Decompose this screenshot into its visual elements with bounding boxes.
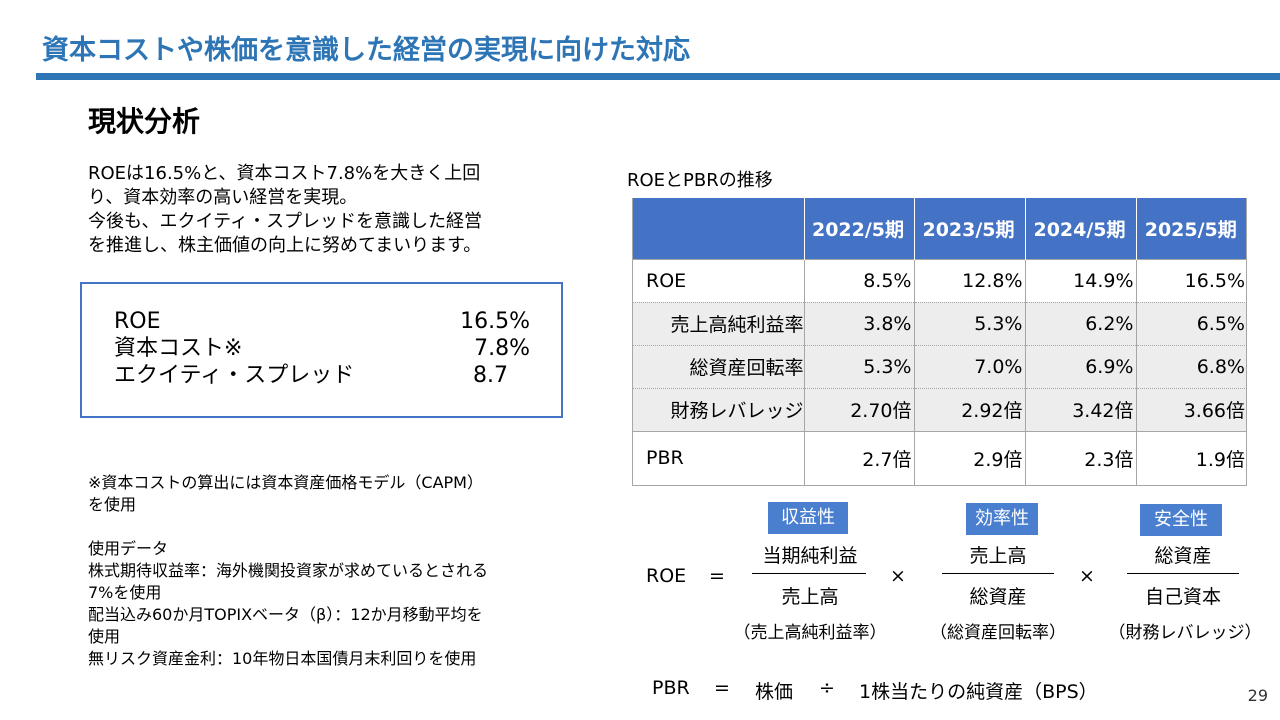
formula-pbr-label: PBR [652,677,690,699]
table-cell: 14.9% [1024,258,1136,302]
numerator: 当期純利益 [762,545,858,567]
note-line: 株式期待収益率：海外機関投資家が求めているとされる [88,561,489,580]
table-row-net-margin: 売上高純利益率 3.8% 5.3% 6.2% 6.5% [632,301,1247,345]
table-cell: 2.70倍 [803,387,914,431]
table-cell: 5.3% [913,301,1025,345]
roe-pbr-table: 2022/5期 2023/5期 2024/5期 2025/5期 ROE 8.5%… [632,198,1247,486]
row-label: PBR [632,430,804,486]
metric-label: 資本コスト※ [114,336,243,361]
profitability-tag: 収益性 [768,502,848,534]
term-name: （売上高純利益率） [733,623,887,643]
efficiency-tag: 効率性 [966,503,1038,535]
page-number: 29 [1247,686,1268,705]
note-line: 7%を使用 [88,583,162,602]
divide-sign: ÷ [819,677,835,699]
title-divider [36,73,1280,80]
table-caption: ROEとPBRの推移 [627,170,773,191]
row-label: ROE [632,258,804,302]
table-cell: 5.3% [803,344,914,388]
equals-sign: = [709,565,725,587]
intro-line: ROEは16.5%と、資本コスト7.8%を大きく上回 [88,163,481,184]
stock-price-term: 株価 [755,681,794,703]
equals-sign: = [714,677,730,699]
table-cell: 3.42倍 [1024,387,1136,431]
row-label: 総資産回転率 [632,344,804,388]
times-sign: × [1079,565,1095,587]
row-label: 売上高純利益率 [632,301,804,345]
table-cell: 12.8% [913,258,1025,302]
note-line: 使用 [88,627,121,646]
metric-summary-box: ROE 16.5% 資本コスト※ 7.8% エクイティ・スプレッド 8.7 [80,282,563,418]
note-line: を使用 [88,495,137,514]
table-cell: 6.9% [1024,344,1136,388]
fraction-bar [1127,573,1239,574]
table-cell: 3.66倍 [1135,387,1247,431]
table-cell: 16.5% [1135,258,1247,302]
table-cell: 1.9倍 [1135,430,1247,486]
table-cell: 8.5% [803,258,914,302]
metric-value: 8.7 [473,363,508,388]
footnotes: ※資本コストの算出には資本資産価格モデル（CAPM） を使用 使用データ 株式期… [88,472,568,670]
intro-line: を推進し、株主価値の向上に努めてまいります。 [88,235,482,256]
column-header: 2023/5期 [913,198,1025,259]
metric-label: エクイティ・スプレッド [114,363,355,388]
intro-line: 今後も、エクイティ・スプレッドを意識した経営 [88,211,483,232]
section-heading: 現状分析 [88,105,201,138]
note-line: 使用データ [88,539,169,558]
table-cell: 2.3倍 [1024,430,1136,486]
term-name: （財務レバレッジ） [1108,623,1262,643]
column-header: 2022/5期 [803,198,914,259]
table-cell: 2.7倍 [803,430,914,486]
safety-tag: 安全性 [1140,504,1222,536]
note-line: 無リスク資産金利：10年物日本国債月末利回りを使用 [88,649,477,668]
denominator: 自己資本 [1144,586,1221,608]
slide-title: 資本コストや株価を意識した経営の実現に向けた対応 [42,35,690,66]
table-cell: 6.2% [1024,301,1136,345]
row-label: 財務レバレッジ [632,387,804,431]
table-cell: 2.92倍 [913,387,1025,431]
term-name: （総資産回転率） [930,623,1066,643]
intro-line: り、資本効率の高い経営を実現。 [88,187,358,208]
numerator: 売上高 [969,545,1027,567]
table-cell: 3.8% [803,301,914,345]
table-header-row: 2022/5期 2023/5期 2024/5期 2025/5期 [632,198,1247,259]
table-row-roe: ROE 8.5% 12.8% 14.9% 16.5% [632,258,1247,302]
bps-term: 1株当たりの純資産（BPS） [859,681,1098,703]
formula-roe-label: ROE [646,565,687,587]
metric-value: 7.8% [474,336,530,361]
metric-label: ROE [114,309,161,334]
table-row-financial-leverage: 財務レバレッジ 2.70倍 2.92倍 3.42倍 3.66倍 [632,387,1247,431]
table-cell: 2.9倍 [913,430,1025,486]
table-corner-cell [632,198,804,259]
table-cell: 7.0% [913,344,1025,388]
note-line: ※資本コストの算出には資本資産価格モデル（CAPM） [88,473,483,492]
fraction-bar [942,573,1054,574]
table-row-pbr: PBR 2.7倍 2.9倍 2.3倍 1.9倍 [632,430,1247,486]
metric-value: 16.5% [460,309,530,334]
denominator: 総資産 [969,586,1027,608]
note-line: 配当込み60か月TOPIXベータ（β）：12か月移動平均を [88,605,483,624]
intro-paragraph: ROEは16.5%と、資本コスト7.8%を大きく上回 り、資本効率の高い経営を実… [88,162,568,258]
table-cell: 6.8% [1135,344,1247,388]
numerator: 総資産 [1154,545,1212,567]
table-cell: 6.5% [1135,301,1247,345]
times-sign: × [890,565,906,587]
denominator: 売上高 [781,586,839,608]
table-row-asset-turnover: 総資産回転率 5.3% 7.0% 6.9% 6.8% [632,344,1247,388]
note-line [88,516,568,538]
fraction-bar [752,573,866,574]
column-header: 2024/5期 [1024,198,1136,259]
column-header: 2025/5期 [1135,198,1247,259]
